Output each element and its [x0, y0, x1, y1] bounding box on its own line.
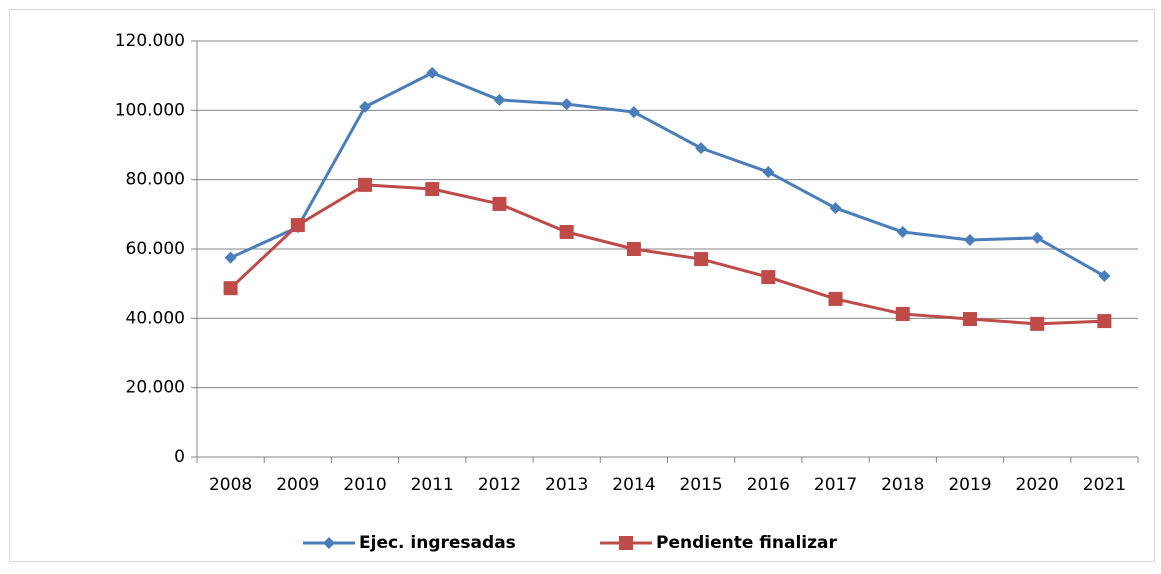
x-tick-label: 2020 — [1016, 475, 1059, 495]
marker — [559, 225, 574, 240]
x-tick-label: 2019 — [948, 475, 991, 495]
marker — [627, 106, 640, 119]
marker — [425, 182, 440, 197]
marker — [358, 177, 373, 192]
marker — [962, 312, 977, 327]
marker — [626, 242, 641, 256]
x-tick-label: 2016 — [747, 475, 790, 495]
marker — [224, 251, 237, 264]
marker — [290, 218, 305, 233]
x-tick-label: 2008 — [209, 475, 252, 495]
y-tick-label: 40.000 — [126, 308, 185, 328]
marker — [493, 93, 506, 106]
marker — [223, 281, 238, 296]
marker — [896, 226, 909, 239]
marker — [762, 166, 775, 179]
marker — [492, 196, 507, 211]
marker — [895, 307, 910, 321]
chart-border — [9, 9, 1155, 562]
marker — [359, 100, 372, 113]
marker — [963, 233, 976, 246]
marker — [695, 142, 708, 155]
x-tick-label: 2017 — [814, 475, 857, 495]
y-tick-label: 60.000 — [126, 239, 185, 259]
x-tick-label: 2011 — [411, 475, 454, 495]
marker — [694, 252, 709, 267]
x-tick-label: 2018 — [881, 475, 924, 495]
x-tick-label: 2012 — [478, 475, 521, 495]
series-line — [229, 183, 1105, 326]
marker — [829, 202, 842, 215]
marker — [1030, 316, 1045, 331]
x-tick-label: 2015 — [679, 475, 722, 495]
x-tick-label: 2010 — [343, 475, 386, 495]
marker — [761, 270, 776, 285]
x-tick-label: 2021 — [1083, 475, 1126, 495]
y-tick-label: 120.000 — [115, 31, 185, 51]
x-tick-label: 2013 — [545, 475, 588, 495]
y-tick-label: 80.000 — [126, 170, 185, 190]
legend-label: Ejec. ingresadas — [359, 533, 516, 553]
legend-marker — [323, 537, 335, 549]
marker — [1031, 231, 1044, 244]
series-line — [229, 71, 1106, 278]
marker — [1098, 270, 1111, 283]
legend-marker — [619, 536, 633, 550]
marker — [560, 98, 573, 111]
marker — [828, 291, 843, 306]
legend-label: Pendiente finalizar — [656, 533, 837, 553]
y-tick-label: 0 — [174, 447, 185, 467]
marker — [426, 66, 439, 79]
y-tick-label: 20.000 — [126, 378, 185, 398]
x-tick-label: 2009 — [276, 475, 319, 495]
y-tick-label: 100.000 — [115, 100, 185, 120]
marker — [1097, 314, 1112, 329]
x-tick-label: 2014 — [612, 475, 655, 495]
